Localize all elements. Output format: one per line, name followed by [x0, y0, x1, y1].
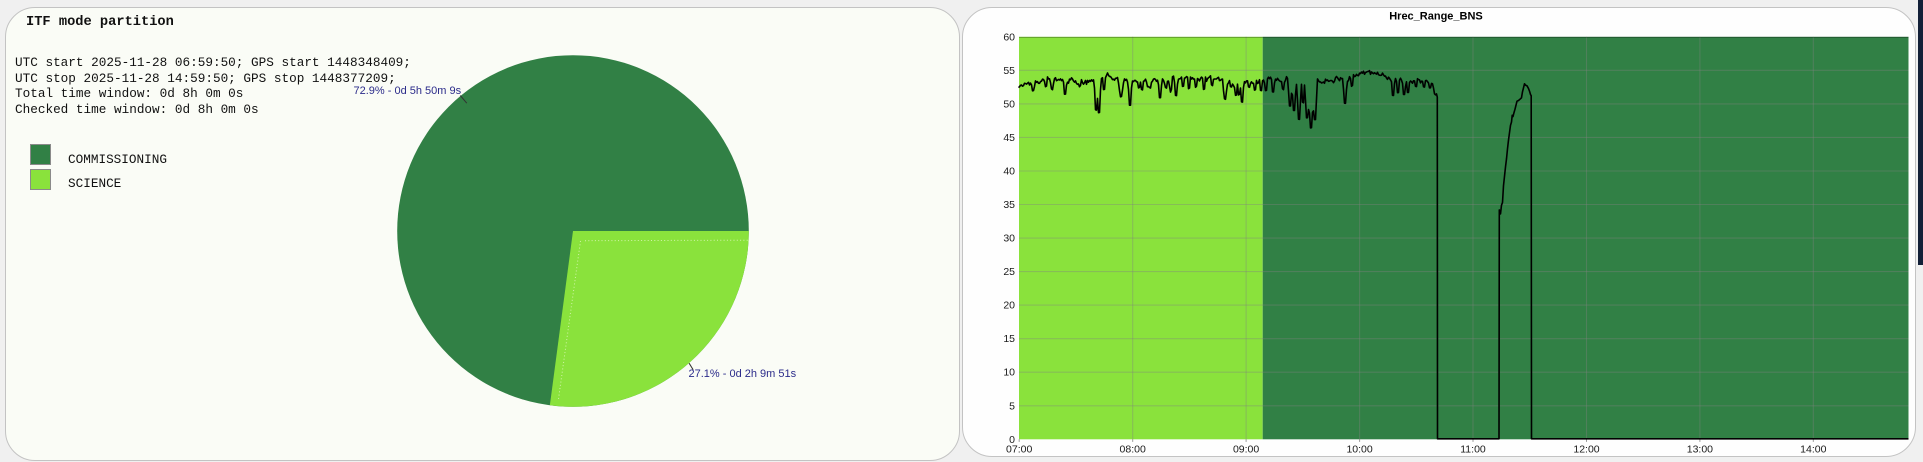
svg-text:30: 30 — [1003, 233, 1015, 245]
svg-text:09:00: 09:00 — [1233, 444, 1259, 456]
svg-text:27.1% - 0d 2h 9m 51s: 27.1% - 0d 2h 9m 51s — [689, 368, 797, 380]
svg-text:50: 50 — [1003, 98, 1015, 110]
svg-text:40: 40 — [1003, 166, 1015, 178]
svg-text:45: 45 — [1003, 132, 1015, 144]
svg-text:Hrec_Range_BNS: Hrec_Range_BNS — [1389, 11, 1483, 23]
svg-text:55: 55 — [1003, 65, 1015, 77]
svg-text:72.9% - 0d 5h 50m 9s: 72.9% - 0d 5h 50m 9s — [354, 85, 462, 97]
svg-text:5: 5 — [1009, 400, 1015, 412]
svg-text:10:00: 10:00 — [1346, 444, 1372, 456]
svg-text:60: 60 — [1003, 31, 1015, 43]
svg-text:11:00: 11:00 — [1460, 444, 1486, 456]
svg-text:14:00: 14:00 — [1800, 444, 1826, 456]
svg-text:0: 0 — [1009, 434, 1015, 446]
svg-text:08:00: 08:00 — [1120, 444, 1146, 456]
svg-text:07:00: 07:00 — [1006, 444, 1032, 456]
svg-text:15: 15 — [1003, 333, 1015, 345]
svg-text:25: 25 — [1003, 266, 1015, 278]
svg-text:20: 20 — [1003, 300, 1015, 312]
svg-text:35: 35 — [1003, 199, 1015, 211]
svg-text:10: 10 — [1003, 367, 1015, 379]
svg-text:12:00: 12:00 — [1573, 444, 1599, 456]
svg-text:13:00: 13:00 — [1687, 444, 1713, 456]
